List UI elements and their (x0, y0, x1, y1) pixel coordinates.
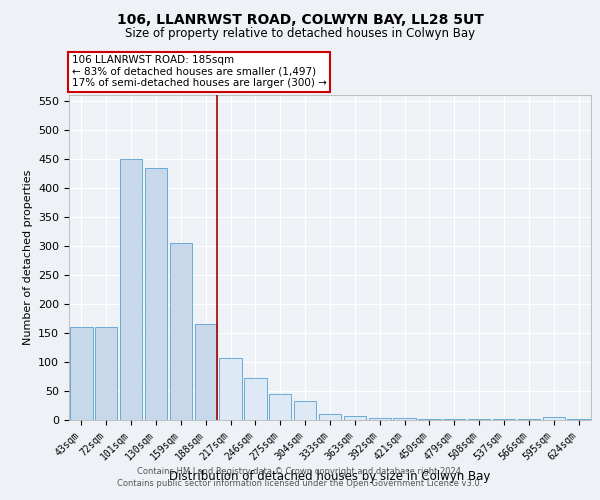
X-axis label: Distribution of detached houses by size in Colwyn Bay: Distribution of detached houses by size … (169, 470, 491, 483)
Text: 106 LLANRWST ROAD: 185sqm
← 83% of detached houses are smaller (1,497)
17% of se: 106 LLANRWST ROAD: 185sqm ← 83% of detac… (71, 56, 326, 88)
Bar (394, 418, 416, 420)
Bar (319, 414, 341, 420)
Bar (170, 243, 192, 420)
Text: 106, LLANRWST ROAD, COLWYN BAY, LL28 5UT: 106, LLANRWST ROAD, COLWYN BAY, LL28 5UT (116, 12, 484, 26)
Bar (70, 327, 92, 420)
Bar (294, 401, 316, 420)
Bar (194, 324, 217, 420)
Y-axis label: Number of detached properties: Number of detached properties (23, 170, 32, 345)
Bar (542, 417, 565, 420)
Bar (95, 327, 118, 420)
Bar (368, 418, 391, 420)
Bar (220, 358, 242, 420)
Bar (269, 394, 292, 420)
Text: Size of property relative to detached houses in Colwyn Bay: Size of property relative to detached ho… (125, 28, 475, 40)
Bar (344, 416, 366, 420)
Bar (418, 419, 440, 420)
Bar (120, 159, 142, 420)
Bar (443, 419, 466, 420)
Text: Contains public sector information licensed under the Open Government Licence v3: Contains public sector information licen… (118, 478, 482, 488)
Text: Contains HM Land Registry data © Crown copyright and database right 2024.: Contains HM Land Registry data © Crown c… (137, 467, 463, 476)
Bar (244, 378, 266, 420)
Bar (145, 168, 167, 420)
